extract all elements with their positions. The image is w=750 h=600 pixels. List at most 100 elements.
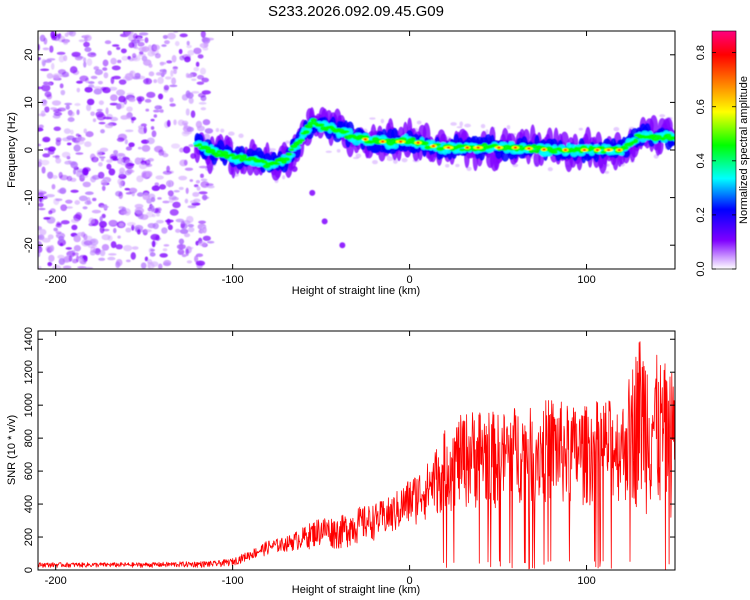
- noise-blob: [83, 41, 90, 48]
- noise-blob: [44, 106, 50, 113]
- noise-blob: [40, 110, 46, 117]
- ridge-peak-center: [617, 149, 621, 151]
- noise-blob: [98, 121, 106, 125]
- branch-blob: [321, 218, 328, 225]
- noise-blob: [96, 108, 103, 112]
- ridge-core: [317, 123, 325, 127]
- noise-blob: [55, 157, 62, 164]
- snr-x-tick-label: 0: [407, 575, 413, 587]
- noise-blob: [269, 148, 276, 152]
- noise-blob: [38, 124, 44, 129]
- noise-blob: [195, 240, 199, 246]
- noise-blob: [369, 117, 376, 120]
- noise-blob: [164, 40, 170, 45]
- noise-blob: [52, 264, 62, 269]
- noise-blob: [68, 111, 75, 117]
- noise-blob: [65, 247, 73, 250]
- noise-blob: [93, 86, 102, 90]
- ridge-peak-center: [431, 145, 435, 148]
- noise-blob: [184, 198, 189, 204]
- noise-blob: [98, 220, 107, 228]
- noise-blob: [177, 248, 185, 256]
- noise-blob: [84, 191, 94, 195]
- noise-blob: [185, 72, 190, 79]
- noise-blob: [86, 103, 92, 112]
- noise-blob: [140, 262, 147, 269]
- noise-blob: [104, 40, 112, 45]
- noise-blob: [125, 146, 133, 151]
- snr-y-tick-label: 1200: [23, 360, 35, 384]
- noise-blob: [138, 46, 147, 52]
- snr-x-label: Height of straight line (km): [292, 584, 420, 596]
- noise-blob: [198, 191, 208, 195]
- noise-blob: [136, 96, 145, 102]
- noise-blob: [202, 119, 211, 126]
- noise-blob: [464, 123, 471, 128]
- noise-blob: [166, 119, 171, 128]
- noise-blob: [150, 126, 155, 130]
- colorbar-label: Normalized spectral amplitude: [738, 76, 750, 224]
- noise-blob: [58, 171, 63, 179]
- noise-blob: [156, 207, 162, 212]
- noise-blob: [126, 92, 135, 96]
- noise-blob: [73, 235, 81, 243]
- noise-blob: [450, 122, 457, 126]
- noise-blob: [165, 219, 174, 223]
- noise-blob: [156, 219, 164, 224]
- noise-blob: [147, 262, 155, 269]
- ridge-core: [228, 153, 236, 157]
- snr-x-tick-label: -100: [222, 575, 244, 587]
- noise-blob: [121, 207, 127, 211]
- ridge-core: [235, 154, 244, 158]
- noise-blob: [148, 247, 154, 254]
- noise-blob: [194, 255, 199, 263]
- noise-blob: [110, 76, 115, 85]
- noise-blob: [167, 32, 176, 40]
- noise-blob: [201, 90, 211, 95]
- noise-blob: [58, 55, 65, 63]
- noise-blob: [201, 77, 210, 83]
- noise-blob: [125, 112, 133, 120]
- noise-blob: [47, 171, 54, 179]
- noise-blob: [201, 196, 210, 200]
- noise-blob: [193, 47, 202, 55]
- noise-blob: [186, 44, 192, 49]
- noise-blob: [61, 151, 71, 158]
- noise-blob: [131, 191, 135, 197]
- noise-blob: [151, 185, 160, 192]
- noise-blob: [82, 181, 91, 188]
- noise-blob: [198, 220, 206, 224]
- ridge-core: [297, 138, 305, 142]
- noise-blob: [128, 142, 135, 148]
- noise-blob: [74, 200, 81, 205]
- noise-blob: [193, 184, 199, 188]
- noise-blob: [162, 200, 170, 204]
- noise-blob: [173, 190, 180, 193]
- noise-blob: [100, 179, 108, 186]
- noise-blob: [182, 146, 191, 154]
- colorbar-frame: [711, 30, 737, 270]
- ridge-core: [310, 118, 318, 123]
- noise-blob: [38, 245, 43, 254]
- noise-blob: [74, 103, 81, 106]
- noise-blob: [159, 71, 165, 76]
- noise-blob: [198, 101, 207, 105]
- noise-blob: [372, 160, 378, 165]
- noise-blob: [76, 55, 84, 59]
- noise-blob: [200, 107, 207, 111]
- noise-blob: [137, 41, 145, 47]
- noise-blob: [49, 45, 54, 53]
- noise-blob: [99, 249, 106, 257]
- noise-blob: [159, 109, 164, 113]
- noise-blob: [416, 120, 422, 125]
- snr-y-tick-label: 800: [23, 429, 35, 447]
- ridge-halo: [533, 150, 541, 167]
- noise-blob: [148, 63, 153, 68]
- ridge-core: [669, 135, 675, 141]
- spectrogram-x-tick-label: 0: [407, 274, 413, 286]
- noise-blob: [48, 254, 55, 262]
- spectrogram-y-tick-label: -10: [23, 190, 35, 206]
- noise-blob: [139, 51, 144, 55]
- noise-blob: [128, 187, 138, 194]
